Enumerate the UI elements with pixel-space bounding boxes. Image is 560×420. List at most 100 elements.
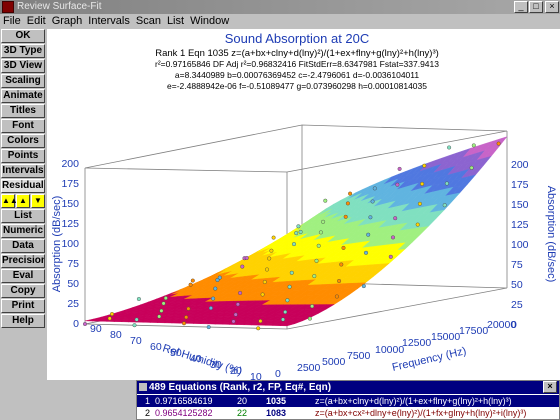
z-tick: 200: [511, 159, 529, 171]
x-tick: 70: [130, 335, 142, 347]
menu-file[interactable]: File: [3, 15, 21, 27]
precision-button[interactable]: Precision: [1, 254, 45, 268]
plot-area[interactable]: Sound Absorption at 20C Rank 1 Eqn 1035 …: [47, 29, 560, 383]
data-point: [269, 248, 274, 253]
menu-intervals[interactable]: Intervals: [88, 15, 130, 27]
data-point: [244, 255, 249, 260]
graph-info-2: r²=0.97165846 DF Adj r²=0.96832416 FitSt…: [155, 59, 439, 69]
menu-graph[interactable]: Graph: [51, 15, 83, 27]
z-tick: 125: [511, 219, 529, 231]
z-tick: 25: [511, 299, 523, 311]
data-point: [334, 294, 339, 299]
z-tick: 150: [61, 198, 79, 210]
z-tick: 75: [67, 258, 79, 270]
z-tick: 25: [67, 298, 79, 310]
data-point: [271, 235, 276, 240]
eval-button[interactable]: Eval: [1, 269, 45, 283]
data-point: [285, 298, 290, 303]
maximize-button[interactable]: □: [529, 1, 543, 13]
panel-close-button[interactable]: ×: [543, 381, 557, 393]
intervals-button[interactable]: Intervals: [1, 164, 45, 178]
data-point: [291, 242, 296, 247]
points-button[interactable]: Points: [1, 149, 45, 163]
y-tick: 10000: [375, 344, 404, 356]
data-point: [208, 306, 213, 311]
data-point: [388, 254, 393, 259]
data-point: [343, 214, 348, 219]
ok-button[interactable]: OK: [1, 29, 45, 43]
scaling-button[interactable]: Scaling: [1, 74, 45, 88]
title-bar: Review Surface-Fit _ □ ×: [0, 0, 560, 14]
data-point: [217, 275, 222, 280]
animate-button[interactable]: Animate: [1, 89, 45, 103]
data-point: [364, 250, 369, 255]
data-point: [287, 284, 292, 289]
close-button[interactable]: ×: [545, 1, 559, 13]
equations-title-bar: 489 Equations (Rank, r2, FP, Eq#, Eqn) ×: [137, 381, 559, 394]
menu-edit[interactable]: Edit: [26, 15, 46, 27]
row-formula: z=(a+bx+cx²+dlny+e(lny)²)/(1+fx+glny+h(l…: [315, 408, 527, 418]
z-tick: 0: [511, 319, 517, 331]
data-point: [280, 317, 285, 322]
data-point: [184, 315, 189, 320]
y-tick: 12500: [402, 337, 431, 349]
data-point: [312, 274, 317, 279]
data-point: [163, 296, 168, 301]
data-point: [110, 312, 115, 317]
list-button[interactable]: List: [1, 209, 45, 223]
data-point: [339, 262, 344, 267]
z-tick: 100: [61, 238, 79, 250]
double-up-icon[interactable]: ▲▲: [1, 194, 18, 208]
row-rank: 1: [145, 396, 151, 406]
equation-row[interactable]: 2 0.9654125282 22 1083 z=(a+bx+cx²+dlny+…: [137, 407, 559, 419]
menu-list[interactable]: List: [166, 15, 185, 27]
data-point: [471, 143, 476, 148]
data-point: [211, 296, 216, 301]
data-point: [186, 306, 191, 311]
3d-view-button[interactable]: 3D View: [1, 59, 45, 73]
data-point: [215, 277, 220, 282]
menu-bar: File Edit Graph Intervals Scan List Window: [0, 14, 560, 28]
y-tick: 15000: [431, 331, 460, 343]
equations-panel: 489 Equations (Rank, r2, FP, Eq#, Eqn) ×…: [136, 380, 560, 420]
row-fp: 22: [237, 408, 248, 418]
up-icon[interactable]: ▲: [16, 194, 30, 208]
help-button[interactable]: Help: [1, 314, 45, 328]
row-fp: 20: [237, 396, 248, 406]
down-icon[interactable]: ▼: [31, 194, 45, 208]
data-point: [283, 310, 288, 315]
equation-row[interactable]: 1 0.9716584619 20 1035 z=(a+bx+clny+d(ln…: [137, 395, 559, 407]
data-point: [415, 222, 420, 227]
titles-button[interactable]: Titles: [1, 104, 45, 118]
app-icon: [2, 1, 14, 13]
menu-scan[interactable]: Scan: [135, 15, 161, 27]
row-rank: 2: [145, 408, 151, 418]
data-button[interactable]: Data: [1, 239, 45, 253]
data-point: [442, 203, 447, 208]
print-button[interactable]: Print: [1, 299, 45, 313]
font-button[interactable]: Font: [1, 119, 45, 133]
data-point: [235, 302, 240, 307]
data-point: [260, 292, 265, 297]
z-tick: 50: [67, 278, 79, 290]
3d-type-button[interactable]: 3D Type: [1, 44, 45, 58]
surface-plot: Sound Absorption at 20C Rank 1 Eqn 1035 …: [51, 31, 557, 383]
data-point: [132, 323, 137, 328]
fitted-surface: [84, 136, 508, 327]
row-r2: 0.9654125282: [155, 408, 213, 418]
copy-button[interactable]: Copy: [1, 284, 45, 298]
z-tick: 150: [511, 199, 529, 211]
data-point: [161, 301, 166, 306]
data-point: [296, 224, 301, 229]
data-point: [422, 163, 427, 168]
menu-window[interactable]: Window: [190, 15, 230, 27]
residuals-button[interactable]: Residuals: [1, 179, 45, 193]
data-point: [240, 264, 245, 269]
colors-button[interactable]: Colors: [1, 134, 45, 148]
data-point: [337, 278, 342, 283]
minimize-button[interactable]: _: [514, 1, 528, 13]
surface-patch: [279, 323, 295, 327]
y-tick: 20000: [487, 319, 516, 331]
numeric-button[interactable]: Numeric: [1, 224, 45, 238]
window-title: Review Surface-Fit: [17, 1, 102, 12]
